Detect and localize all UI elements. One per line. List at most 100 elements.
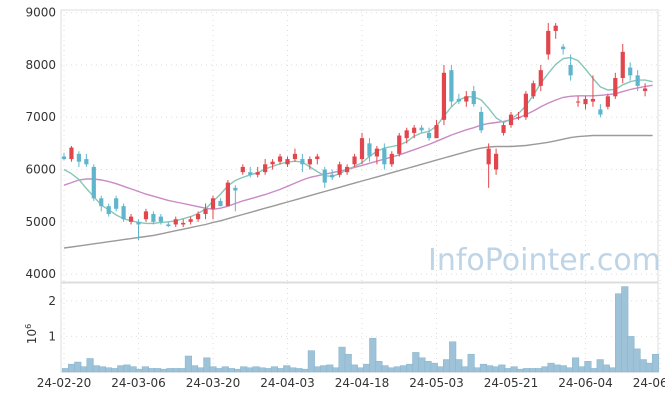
volume-bar	[535, 368, 543, 373]
volume-bar	[246, 367, 254, 373]
x-tick-label: 24-05-03	[409, 376, 463, 390]
candle-body	[188, 219, 193, 222]
volume-bar	[547, 362, 555, 373]
candle-body	[263, 164, 268, 173]
volume-bar	[436, 366, 444, 373]
volume-bar	[633, 348, 641, 373]
volume-bar	[369, 337, 377, 373]
candle-body	[583, 98, 588, 105]
candle-body	[300, 159, 305, 165]
volume-bar	[104, 367, 113, 373]
candle-body	[643, 88, 648, 92]
ma-long-line	[63, 84, 653, 211]
candle-body	[218, 200, 223, 207]
volume-bar	[129, 366, 137, 373]
volume-bar	[387, 367, 395, 373]
volume-tick-label: 1	[48, 329, 56, 343]
candle-body	[76, 153, 81, 162]
candle-body	[613, 78, 618, 97]
volume-bar	[86, 358, 94, 373]
candle-body	[128, 216, 134, 222]
volume-bar	[61, 368, 70, 373]
volume-bar	[559, 365, 567, 373]
candle-body	[590, 98, 596, 102]
candle-body	[233, 187, 238, 191]
volume-bar	[381, 365, 389, 373]
candle-body	[315, 156, 320, 160]
volume-bar	[307, 350, 315, 373]
candle-body	[382, 148, 387, 165]
volume-bar	[191, 365, 199, 373]
volume-bar	[627, 336, 635, 373]
volume-bars	[61, 286, 660, 373]
candle-body	[367, 143, 372, 157]
candle-body	[196, 214, 201, 220]
price-tick-label: 9000	[25, 6, 56, 20]
ma-trend-line	[63, 134, 653, 249]
volume-bar	[258, 367, 266, 373]
candle-body	[69, 147, 74, 160]
volume-bar	[510, 366, 518, 373]
volume-bar	[467, 353, 475, 373]
candle-body	[553, 25, 558, 31]
volume-bar	[418, 357, 426, 373]
volume-bar	[154, 368, 162, 373]
volume-bar	[645, 362, 653, 373]
volume-bar	[332, 367, 340, 373]
candle-body	[449, 70, 454, 102]
volume-bar	[197, 367, 205, 373]
candle-body	[248, 172, 253, 175]
candle-body	[166, 224, 171, 227]
volume-bar	[141, 366, 149, 373]
candle-body	[374, 148, 379, 157]
volume-bar	[651, 353, 660, 373]
volume-bar	[74, 361, 82, 373]
volume-bar	[486, 365, 494, 373]
volume-panel: 12 106	[24, 282, 661, 373]
candle-body	[501, 125, 506, 133]
volume-bar	[68, 363, 76, 373]
candle-body	[628, 67, 633, 76]
candle-body	[441, 72, 447, 120]
candle-body	[508, 114, 514, 126]
candle-body	[136, 221, 141, 225]
price-tick-label: 5000	[25, 215, 56, 229]
volume-bar	[565, 367, 574, 373]
volume-bar	[442, 359, 451, 373]
volume-bar	[221, 366, 229, 373]
volume-bar	[356, 367, 365, 373]
volume-bar	[92, 365, 100, 373]
candle-body	[568, 64, 573, 76]
x-tick-label: 24-06-04	[558, 376, 612, 390]
candle-body	[330, 174, 335, 178]
candle-body	[426, 132, 432, 139]
volume-bar	[479, 363, 487, 373]
volume-bar	[147, 368, 156, 373]
volume-bar	[283, 365, 291, 373]
volume-bar	[516, 368, 524, 373]
volume-bar	[375, 361, 383, 373]
volume-bar	[590, 368, 598, 373]
volume-bar	[215, 368, 223, 373]
volume-bar	[301, 368, 309, 373]
volume-bar	[98, 366, 106, 373]
candle-body	[620, 51, 625, 78]
volume-bar	[264, 368, 272, 373]
volume-bar	[412, 352, 420, 373]
volume-bar	[178, 368, 186, 373]
candlesticks	[61, 23, 648, 241]
candle-body	[471, 91, 476, 105]
candle-body	[456, 98, 461, 102]
volume-axis-label: 106	[24, 324, 39, 344]
volume-bar	[313, 366, 322, 373]
volume-bar	[160, 368, 168, 373]
candle-body	[337, 164, 342, 175]
candle-body	[84, 159, 89, 165]
candle-body	[531, 83, 536, 97]
volume-bar	[399, 365, 408, 373]
candle-body	[605, 96, 610, 107]
candle-body	[538, 70, 543, 86]
candle-body	[203, 208, 208, 214]
candle-body	[151, 214, 156, 222]
volume-bar	[602, 364, 610, 373]
